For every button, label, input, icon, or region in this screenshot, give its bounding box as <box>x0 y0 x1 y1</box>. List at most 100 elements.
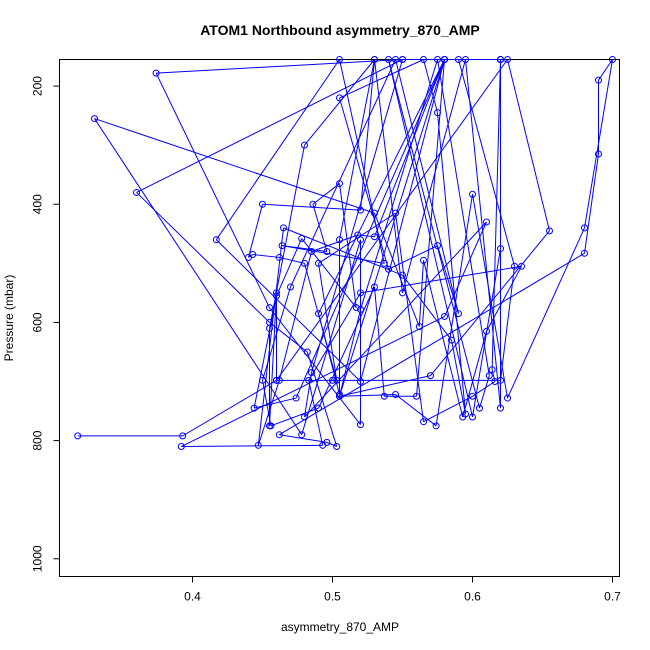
series-segment <box>339 59 375 240</box>
series-segment <box>181 316 445 447</box>
series-segment <box>423 59 438 113</box>
series-segment <box>462 331 487 418</box>
series-segment <box>318 263 338 381</box>
series-segment <box>270 407 319 427</box>
data-point <box>497 404 504 412</box>
series-segment <box>278 251 312 381</box>
data-point <box>315 404 322 412</box>
data-point <box>357 206 364 214</box>
series-segment <box>311 234 358 252</box>
data-point <box>476 404 483 412</box>
data-point <box>380 259 388 267</box>
series-segment <box>279 252 585 436</box>
data-point <box>336 391 343 399</box>
data-point <box>275 431 283 439</box>
series-segment <box>360 59 375 211</box>
data-point <box>305 376 313 384</box>
data-point <box>448 336 455 344</box>
data-point <box>392 56 399 63</box>
series-segment <box>339 59 424 99</box>
data-point <box>212 236 220 244</box>
data-point <box>420 56 427 63</box>
data-point <box>177 443 185 451</box>
series-segment <box>598 59 613 81</box>
series-segment <box>416 59 445 397</box>
data-point <box>432 422 440 430</box>
data-point <box>483 327 490 335</box>
series-segment <box>339 394 396 397</box>
y-tick-label: 400 <box>31 194 45 214</box>
series-segment <box>360 59 438 310</box>
data-point <box>469 413 476 421</box>
data-point <box>323 248 331 256</box>
data-point <box>292 394 300 402</box>
series-segment <box>472 248 501 418</box>
series-segment <box>248 204 263 258</box>
data-point <box>275 253 283 261</box>
series-segment <box>279 434 327 443</box>
series-segment <box>458 59 515 267</box>
series-segment <box>437 112 466 415</box>
data-point <box>303 348 311 356</box>
series-segment <box>486 266 522 332</box>
data-point <box>287 283 294 291</box>
data-point <box>469 392 476 400</box>
series-segment <box>312 204 328 252</box>
series-segment <box>290 59 396 288</box>
data-point <box>595 76 602 84</box>
data-point <box>434 242 441 250</box>
data-point <box>371 56 378 63</box>
data-point <box>301 141 308 149</box>
series-segment <box>584 153 599 254</box>
series-segment <box>94 118 375 214</box>
data-point <box>352 304 360 312</box>
series-segment <box>374 286 385 397</box>
series-segment <box>257 227 284 446</box>
series-segment <box>339 309 361 397</box>
data-point <box>357 289 364 297</box>
data-point <box>133 188 140 196</box>
series-segment <box>339 183 357 308</box>
series-segment <box>423 395 473 423</box>
data-point <box>91 115 98 123</box>
y-axis-label: Pressure (mbar) <box>2 275 16 362</box>
series-segment <box>465 59 501 409</box>
data-point <box>336 236 343 244</box>
series-segment <box>472 194 508 399</box>
series-segment <box>301 238 357 308</box>
y-tick-label: 600 <box>31 312 45 332</box>
data-point <box>298 431 306 439</box>
data-point <box>323 438 331 446</box>
series-segment <box>276 59 508 381</box>
data-point <box>455 56 462 63</box>
series-segment <box>388 59 480 409</box>
series-segment <box>388 245 438 270</box>
series-segment <box>312 183 340 205</box>
data-point <box>308 248 315 256</box>
data-point <box>266 422 273 430</box>
series-layer <box>74 56 616 451</box>
x-tick-label: 0.4 <box>184 590 201 604</box>
data-point <box>266 324 273 332</box>
data-point <box>434 109 441 117</box>
series-segment <box>339 97 389 270</box>
data-point <box>581 249 588 257</box>
data-point <box>280 224 287 232</box>
series-segment <box>423 260 464 418</box>
series-segment <box>402 59 466 294</box>
data-point <box>336 180 343 188</box>
series-segment <box>418 260 424 327</box>
series-segment <box>304 372 312 418</box>
y-tick-label: 200 <box>31 76 45 96</box>
data-point <box>380 392 388 400</box>
data-point <box>413 392 420 400</box>
series-segment <box>269 307 361 425</box>
series-segment <box>181 444 323 448</box>
series-segment <box>491 369 496 382</box>
data-point <box>385 56 392 63</box>
series-segment <box>304 59 375 146</box>
series-segment <box>507 227 585 399</box>
series-segment <box>252 253 280 258</box>
chart-title: ATOM1 Northbound asymmetry_870_AMP <box>200 22 480 38</box>
